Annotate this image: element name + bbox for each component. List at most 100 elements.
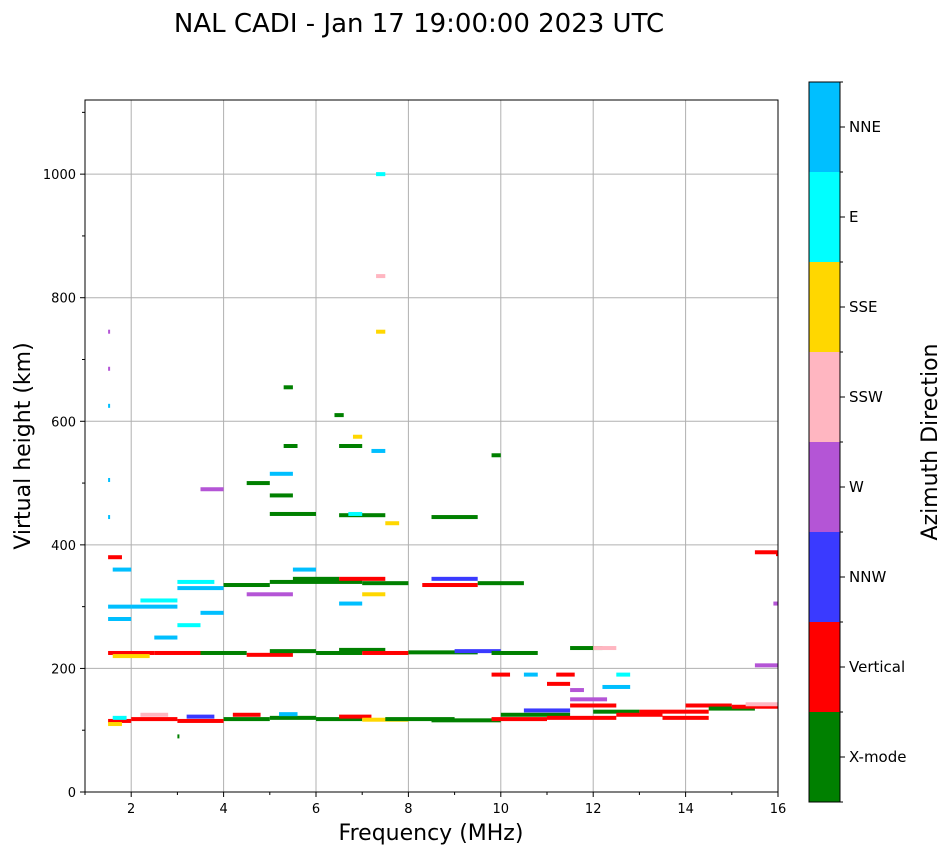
- echo-segment: [477, 581, 524, 586]
- echo-segment: [269, 471, 293, 476]
- colorbar-swatch: [809, 442, 840, 532]
- colorbar-swatch: [809, 712, 840, 802]
- echo-segment: [316, 650, 363, 655]
- echo-segment: [339, 714, 372, 719]
- echo-segment: [108, 366, 111, 371]
- grid-lines: [85, 100, 779, 793]
- echo-segment: [348, 511, 363, 516]
- echo-segment: [547, 715, 617, 720]
- echo-segment: [570, 703, 617, 708]
- echo-segment: [731, 704, 778, 709]
- echo-segment: [431, 515, 478, 520]
- echo-segment: [491, 453, 501, 458]
- echo-segment: [246, 481, 270, 486]
- echo-segment: [745, 702, 778, 707]
- x-tick-label: 4: [219, 802, 227, 817]
- x-axis-label: Frequency (MHz): [339, 821, 524, 846]
- colorbar-tick-label: E: [849, 208, 858, 226]
- echo-segment: [431, 576, 478, 581]
- colorbar: X-mode Vertical NNW W SSW SSE E NNE: [809, 81, 906, 803]
- echo-segment: [773, 601, 778, 606]
- echo-segment: [154, 650, 201, 655]
- y-axis-label: Virtual height (km): [11, 342, 36, 549]
- x-tick-label: 14: [677, 802, 694, 817]
- echo-segment: [616, 712, 663, 717]
- echo-segment: [339, 576, 386, 581]
- echo-segment: [131, 717, 178, 722]
- echo-segment: [556, 672, 575, 677]
- echo-segment: [246, 652, 293, 657]
- echo-segment: [108, 722, 122, 727]
- echo-segment: [602, 684, 631, 689]
- colorbar-swatch: [809, 172, 840, 262]
- echo-segment: [140, 712, 169, 717]
- y-tick-label: 600: [51, 415, 76, 430]
- echo-segment: [570, 688, 584, 693]
- echo-segment: [523, 708, 571, 713]
- y-axis-ticks: 0 200 400 600 800 1000: [43, 111, 85, 801]
- echo-segment: [108, 477, 111, 482]
- y-tick-label: 0: [68, 786, 76, 801]
- echo-segment: [292, 576, 340, 581]
- echo-segment: [154, 635, 178, 640]
- echo-segment: [316, 579, 363, 584]
- plot-frame: [84, 99, 779, 793]
- echo-segment: [316, 717, 363, 722]
- echo-segment: [431, 718, 501, 723]
- y-tick-label: 800: [51, 292, 76, 307]
- echo-segment: [112, 715, 127, 720]
- y-tick-label: 1000: [43, 168, 76, 183]
- echo-segment: [108, 718, 132, 723]
- echo-segment: [200, 650, 247, 655]
- echo-segment: [108, 403, 111, 408]
- echo-segment: [352, 434, 363, 439]
- echo-segment: [223, 717, 270, 722]
- echo-segment: [112, 567, 132, 572]
- echo-segment: [491, 650, 538, 655]
- echo-segment: [186, 714, 215, 719]
- echo-segment: [177, 734, 180, 739]
- x-tick-label: 2: [127, 802, 135, 817]
- colorbar-swatch: [809, 622, 840, 712]
- echo-traces: [108, 172, 778, 739]
- chart-title: NAL CADI - Jan 17 19:00:00 2023 UTC: [174, 9, 664, 39]
- colorbar-tick-label: X-mode: [849, 748, 906, 766]
- echo-segment: [131, 604, 178, 609]
- echo-segment: [269, 649, 316, 654]
- echo-segment: [112, 654, 150, 659]
- echo-segment: [339, 601, 363, 606]
- echo-segment: [108, 617, 132, 621]
- colorbar-tick-label: Vertical: [849, 658, 905, 676]
- echo-segment: [385, 717, 455, 722]
- echo-segment: [339, 513, 386, 518]
- echo-segment: [177, 718, 224, 723]
- echo-segment: [108, 329, 111, 334]
- echo-segment: [362, 581, 409, 586]
- x-tick-label: 16: [770, 802, 787, 817]
- echo-segment: [362, 650, 409, 655]
- echo-segment: [177, 623, 201, 628]
- echo-segment: [108, 650, 155, 655]
- colorbar-label: Azimuth Direction: [918, 343, 943, 540]
- echo-segment: [376, 172, 386, 177]
- echo-segment: [754, 550, 778, 555]
- echo-segment: [339, 647, 386, 652]
- echo-segment: [140, 598, 178, 603]
- echo-segment: [283, 444, 298, 448]
- colorbar-swatch: [809, 352, 840, 442]
- echo-segment: [108, 515, 111, 520]
- echo-segment: [279, 712, 298, 717]
- echo-segment: [376, 274, 386, 279]
- echo-segment: [269, 493, 293, 498]
- echo-segment: [593, 709, 640, 714]
- echo-segment: [177, 579, 215, 584]
- echo-segment: [200, 610, 224, 615]
- colorbar-tick-label: NNE: [849, 118, 881, 136]
- echo-segment: [246, 592, 293, 597]
- echo-segment: [292, 567, 316, 572]
- echo-segment: [408, 650, 478, 655]
- x-tick-label: 10: [493, 802, 510, 817]
- colorbar-tick-label: NNW: [849, 568, 886, 586]
